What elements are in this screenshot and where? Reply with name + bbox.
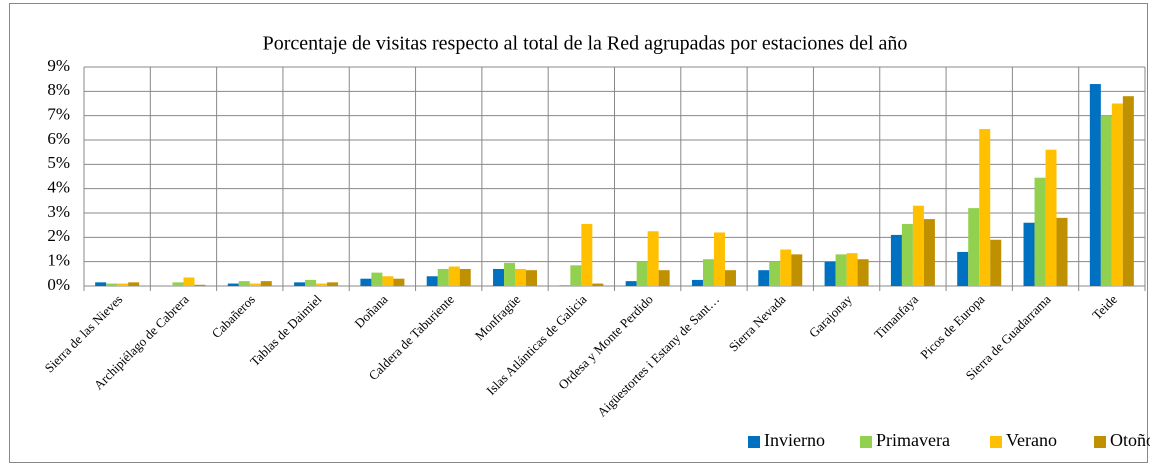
bar [448, 266, 460, 286]
y-tick-label: 8% [47, 80, 70, 99]
chart-frame [9, 3, 1148, 463]
bar [437, 268, 449, 286]
bar [327, 282, 339, 286]
bar [1056, 217, 1068, 286]
bar [1089, 84, 1101, 287]
bar [1045, 149, 1057, 286]
bar [658, 270, 670, 286]
bar [979, 129, 991, 286]
bar [791, 254, 803, 286]
bar [702, 259, 714, 286]
bar [316, 283, 328, 286]
bar [857, 259, 869, 286]
legend-label: Verano [1006, 430, 1057, 450]
bar [625, 281, 637, 286]
y-tick-label: 5% [47, 153, 70, 172]
bar [846, 253, 858, 286]
bar [1023, 222, 1035, 286]
bar [426, 276, 438, 286]
chart-title: Porcentaje de visitas respecto al total … [263, 33, 908, 55]
bar [990, 239, 1002, 286]
bar [636, 261, 648, 286]
bar [194, 284, 206, 286]
bar [824, 261, 836, 286]
bar [769, 261, 781, 286]
legend-label: Primavera [876, 430, 950, 450]
bar [249, 283, 261, 286]
bar [647, 231, 659, 286]
bar [305, 279, 317, 286]
y-tick-label: 0% [47, 275, 70, 294]
bar [172, 282, 184, 286]
legend-label: Invierno [764, 430, 825, 450]
legend-swatch [1094, 436, 1106, 448]
bar [780, 249, 792, 286]
bar [1122, 96, 1134, 286]
bar [238, 281, 250, 286]
y-tick-label: 2% [47, 226, 70, 245]
bar [835, 254, 847, 286]
bar [1111, 103, 1123, 286]
bar [713, 232, 725, 286]
y-tick-label: 6% [47, 129, 70, 148]
y-tick-label: 7% [47, 105, 70, 124]
bar [1100, 115, 1112, 287]
bar [128, 282, 140, 286]
bar [890, 234, 902, 286]
bar [393, 278, 405, 286]
bar [912, 205, 924, 286]
legend-label: Otoño [1110, 430, 1150, 450]
y-tick-label: 3% [47, 202, 70, 221]
bar [260, 281, 272, 286]
bar [117, 283, 129, 286]
y-tick-label: 9% [47, 56, 70, 75]
legend-swatch [748, 436, 760, 448]
bar [459, 268, 471, 286]
bar [504, 262, 516, 286]
legend-swatch [990, 436, 1002, 448]
bar [758, 270, 770, 286]
bar [1034, 177, 1046, 286]
bar [227, 283, 239, 286]
bar [382, 276, 394, 286]
bar [106, 283, 118, 286]
bar [360, 278, 372, 286]
bar [592, 283, 604, 286]
bar [901, 223, 913, 286]
bar [371, 272, 383, 286]
y-tick-label: 4% [47, 178, 70, 197]
bar [493, 268, 505, 286]
bar [526, 270, 538, 286]
bar [957, 251, 969, 286]
bar [581, 223, 593, 286]
bar [183, 277, 195, 286]
bar [968, 208, 980, 286]
bar [95, 282, 107, 286]
bar [570, 265, 582, 286]
bar [294, 282, 306, 286]
bar [724, 270, 736, 286]
bar [515, 268, 527, 286]
legend-swatch [860, 436, 872, 448]
bar [691, 279, 703, 286]
y-tick-label: 1% [47, 251, 70, 270]
bar [923, 219, 935, 286]
